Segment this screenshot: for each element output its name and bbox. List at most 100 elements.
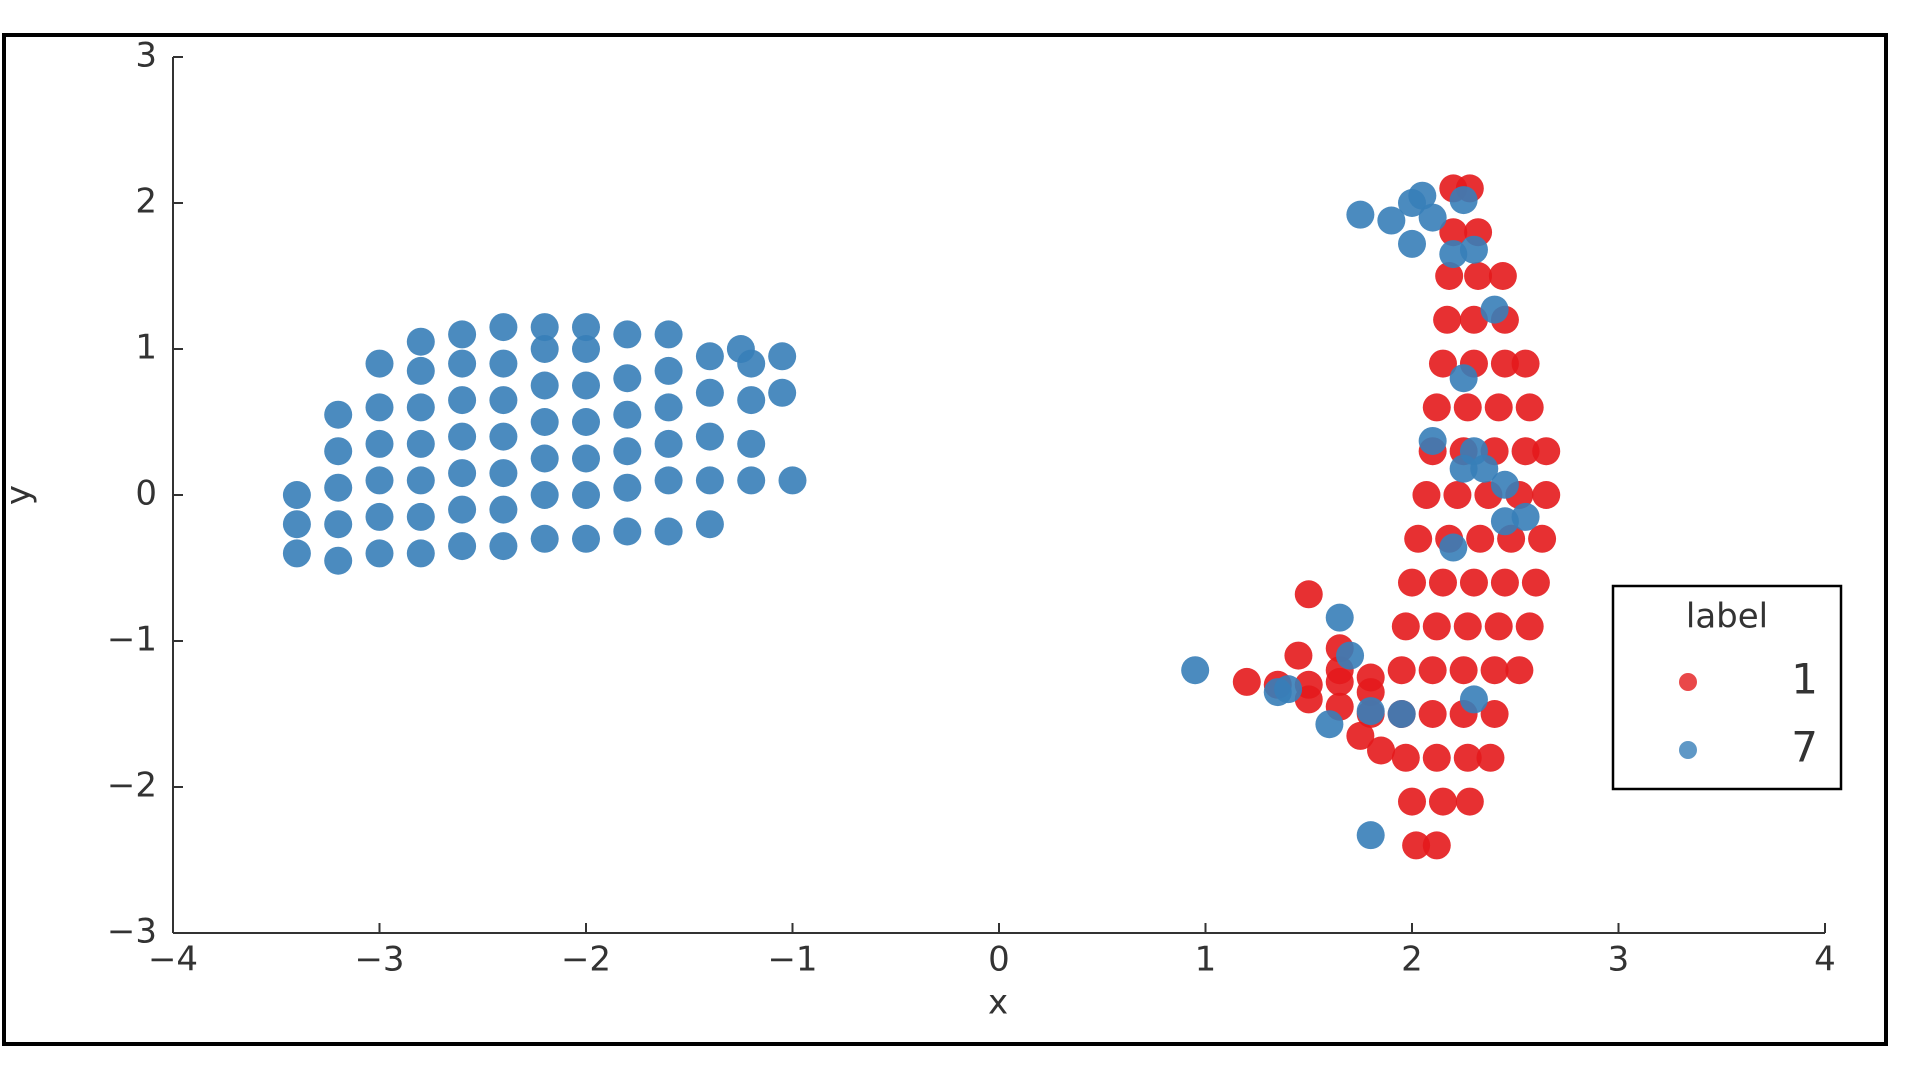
point [448,459,477,488]
point [654,393,683,422]
point [613,320,642,349]
point [324,400,353,429]
point [654,466,683,495]
point [654,517,683,546]
point [1466,524,1495,553]
point [1488,262,1517,290]
point [768,378,797,407]
point [1511,437,1540,466]
point [1418,203,1447,232]
point [1490,568,1519,597]
point [406,356,435,385]
point [1428,568,1457,597]
point [1377,206,1406,235]
point [1490,470,1519,499]
point [1443,481,1472,509]
point [1398,568,1426,597]
point [448,386,477,415]
point [365,429,394,458]
legend-box [1611,584,1843,791]
point [1449,656,1478,685]
point [1408,181,1437,210]
point [1398,787,1426,816]
point [1453,612,1482,641]
point [572,335,600,363]
point [530,524,559,553]
point [365,539,394,568]
point [1336,641,1365,670]
point [1459,305,1488,334]
point [1449,364,1478,393]
point [1356,697,1385,726]
point [1511,349,1540,378]
point [1484,393,1513,422]
point [1464,262,1493,290]
point [1294,685,1323,714]
point [530,481,559,509]
legend-title: label [1686,597,1768,637]
point [1459,568,1488,597]
point [613,364,642,393]
point [1453,393,1482,422]
y-axis-label: y [0,485,39,505]
point [282,539,311,568]
point [324,437,353,466]
point [1439,218,1468,247]
point [613,400,642,429]
point [726,335,755,363]
point [737,386,766,415]
point [489,313,518,342]
x-tick-label: −1 [767,940,817,980]
point [406,466,435,495]
point [1449,454,1478,483]
point [1391,612,1420,641]
point [572,444,600,473]
point [365,466,394,495]
point [1387,700,1416,728]
y-tick-label: 0 [135,474,157,514]
point [406,539,435,568]
x-tick-label: 4 [1814,940,1836,980]
point [737,466,766,495]
point [1455,787,1484,816]
point [1480,700,1509,728]
point [1422,393,1451,422]
point [282,510,311,539]
point [365,393,394,422]
point [530,335,559,363]
point [1404,524,1433,553]
x-tick-label: −3 [354,940,404,980]
point [1480,656,1509,685]
point [1484,612,1513,641]
point [530,408,559,436]
point [1325,603,1354,632]
point [737,429,766,458]
point [1439,533,1468,562]
point [1418,700,1447,728]
point [324,473,353,502]
legend-label: 1 [1791,655,1818,704]
point [613,517,642,546]
point [1402,831,1431,860]
frame [2,33,1888,1046]
point [1511,502,1540,531]
point [406,393,435,422]
point [1346,200,1375,229]
point [1391,743,1420,772]
point [406,502,435,531]
x-tick-label: 3 [1608,940,1630,980]
point [1232,667,1261,696]
point [489,532,518,561]
x-tick-label: 1 [1195,940,1217,980]
point [654,320,683,349]
legend-marker [1679,741,1697,759]
point [613,437,642,466]
point [654,429,683,458]
point [1428,349,1457,378]
point [406,327,435,356]
point [365,502,394,531]
point [1459,685,1488,714]
point [1433,305,1462,334]
y-tick-label: −2 [107,766,157,806]
